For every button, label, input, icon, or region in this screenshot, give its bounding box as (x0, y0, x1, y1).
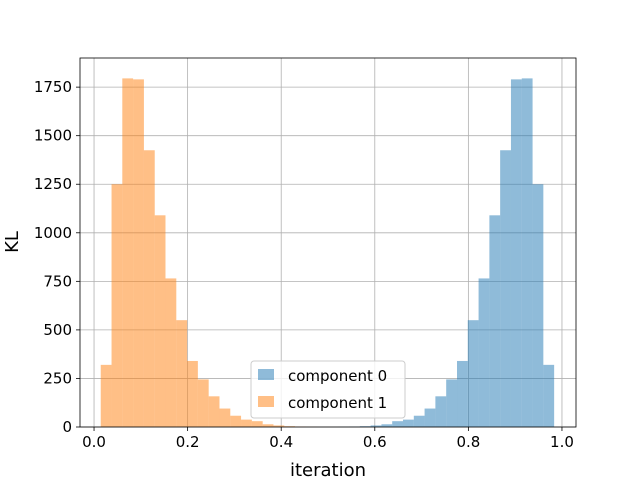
bar-component-0 (457, 360, 468, 427)
bar-component-1 (230, 415, 242, 427)
bar-component-0 (467, 320, 479, 427)
x-tick-label: 1.0 (550, 433, 574, 451)
bar-component-0 (370, 425, 382, 427)
bar-component-1 (219, 408, 231, 427)
bar-component-1 (122, 78, 134, 428)
legend-label-component-0: component 0 (288, 367, 387, 385)
bar-component-1 (143, 150, 155, 427)
x-tick-label: 0.4 (269, 433, 293, 451)
plot-frame (79, 57, 577, 428)
bar-component-0 (413, 415, 425, 427)
y-tick-label: 1250 (34, 175, 72, 193)
bar-component-1 (111, 184, 123, 427)
legend-swatch-component-1 (258, 396, 274, 407)
bar-component-1 (197, 379, 209, 427)
bar-component-1 (273, 425, 285, 427)
legend-box (250, 360, 406, 419)
y-axis-label: KL (2, 231, 23, 253)
bar-component-1 (100, 364, 112, 427)
y-tick-label: 1000 (34, 224, 72, 242)
histogram-bars (100, 78, 555, 428)
bar-component-1 (208, 396, 220, 427)
y-tick-label: 1750 (34, 78, 72, 96)
y-tick-label: 500 (43, 321, 72, 339)
bar-component-0 (381, 424, 393, 427)
x-axis-label: iteration (290, 460, 366, 480)
bar-component-0 (521, 78, 533, 428)
y-tick-label: 250 (43, 369, 72, 387)
legend: component 0 component 1 (250, 360, 406, 419)
x-tick-label: 0.6 (363, 433, 387, 451)
bar-component-0 (424, 408, 436, 427)
bar-component-0 (446, 379, 458, 427)
bar-component-1 (165, 278, 177, 427)
legend-label-component-1: component 1 (288, 394, 387, 412)
x-tick-label: 0.0 (82, 433, 106, 451)
y-tick-label: 1500 (34, 127, 72, 145)
bar-component-0 (489, 215, 501, 427)
legend-swatch-component-0 (258, 369, 274, 380)
bar-component-0 (435, 396, 447, 427)
bar-component-0 (510, 79, 522, 427)
y-tick-label: 750 (43, 272, 72, 290)
bar-component-1 (176, 320, 188, 427)
bar-component-1 (187, 360, 198, 427)
x-tick-label: 0.8 (456, 433, 480, 451)
bar-component-1 (133, 79, 144, 427)
bar-component-1 (262, 424, 274, 427)
axis-ticks: 0.0 0.2 0.4 0.6 0.8 1.0 0 250 500 750 1000 1250 1500… (34, 78, 574, 451)
bar-component-0 (392, 421, 404, 427)
bar-component-0 (500, 150, 511, 427)
bar-component-1 (241, 419, 252, 427)
bar-component-1 (154, 215, 166, 427)
bar-component-0 (532, 184, 544, 427)
bar-component-0 (543, 364, 555, 427)
x-tick-label: 0.2 (176, 433, 200, 451)
y-tick-label: 0 (62, 418, 72, 436)
bar-component-0 (403, 419, 414, 427)
bar-component-1 (251, 421, 263, 427)
bar-component-0 (478, 278, 490, 427)
